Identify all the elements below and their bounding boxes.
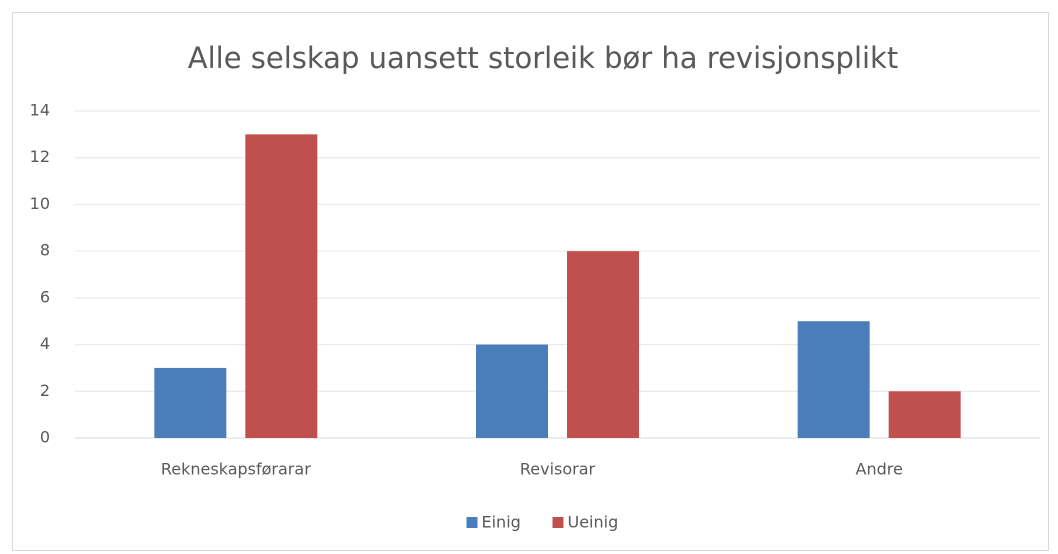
- bar: [245, 134, 318, 438]
- legend-swatch: [552, 517, 564, 528]
- y-tick-label: 10: [30, 194, 50, 213]
- y-tick-label: 6: [40, 287, 50, 306]
- x-tick-label: Rekneskapsførarar: [161, 460, 311, 479]
- y-tick-label: 12: [30, 147, 50, 166]
- y-tick-label: 14: [30, 101, 50, 120]
- y-tick-label: 2: [40, 381, 50, 400]
- y-tick-label: 0: [40, 428, 50, 447]
- bar: [797, 321, 870, 438]
- legend-label: Ueinig: [568, 513, 619, 532]
- y-tick-label: 8: [40, 241, 50, 260]
- x-tick-label: Andre: [856, 460, 903, 479]
- bar: [154, 367, 227, 438]
- legend-label: Einig: [482, 513, 521, 532]
- chart-frame: [12, 12, 1049, 551]
- bar: [476, 344, 548, 438]
- bar: [567, 251, 639, 438]
- bar: [888, 391, 961, 438]
- legend-swatch: [466, 517, 478, 528]
- x-tick-label: Revisorar: [520, 460, 596, 479]
- chart-title: Alle selskap uansett storleik bør ha rev…: [188, 41, 898, 75]
- y-tick-label: 4: [40, 334, 50, 353]
